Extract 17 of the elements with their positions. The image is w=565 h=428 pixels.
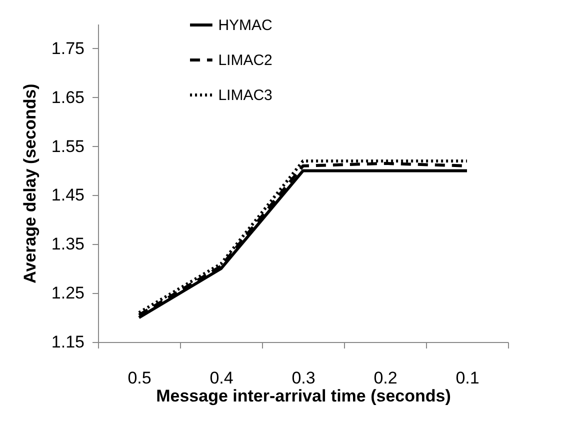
x-tick-label: 0.4: [210, 368, 234, 388]
y-tick-label: 1.25: [51, 284, 84, 303]
legend-label: LIMAC3: [218, 87, 272, 104]
y-tick-label: 1.75: [51, 38, 84, 58]
y-tick-label: 1.15: [51, 332, 84, 352]
legend-label: LIMAC2: [218, 52, 272, 69]
x-tick-label: 0.2: [374, 368, 398, 388]
x-tick-label: 0.1: [456, 368, 480, 388]
y-tick-label: 1.45: [51, 186, 84, 205]
x-tick-label: 0.3: [292, 368, 316, 388]
legend-label: HYMAC: [218, 17, 273, 34]
y-axis-title: Average delay (seconds): [20, 84, 40, 284]
y-tick-label: 1.55: [51, 136, 84, 156]
x-axis-title: Message inter-arrival time (seconds): [156, 386, 451, 406]
y-tick-label: 1.65: [51, 88, 84, 107]
x-tick-label: 0.5: [128, 368, 152, 388]
y-tick-label: 1.35: [51, 234, 84, 254]
